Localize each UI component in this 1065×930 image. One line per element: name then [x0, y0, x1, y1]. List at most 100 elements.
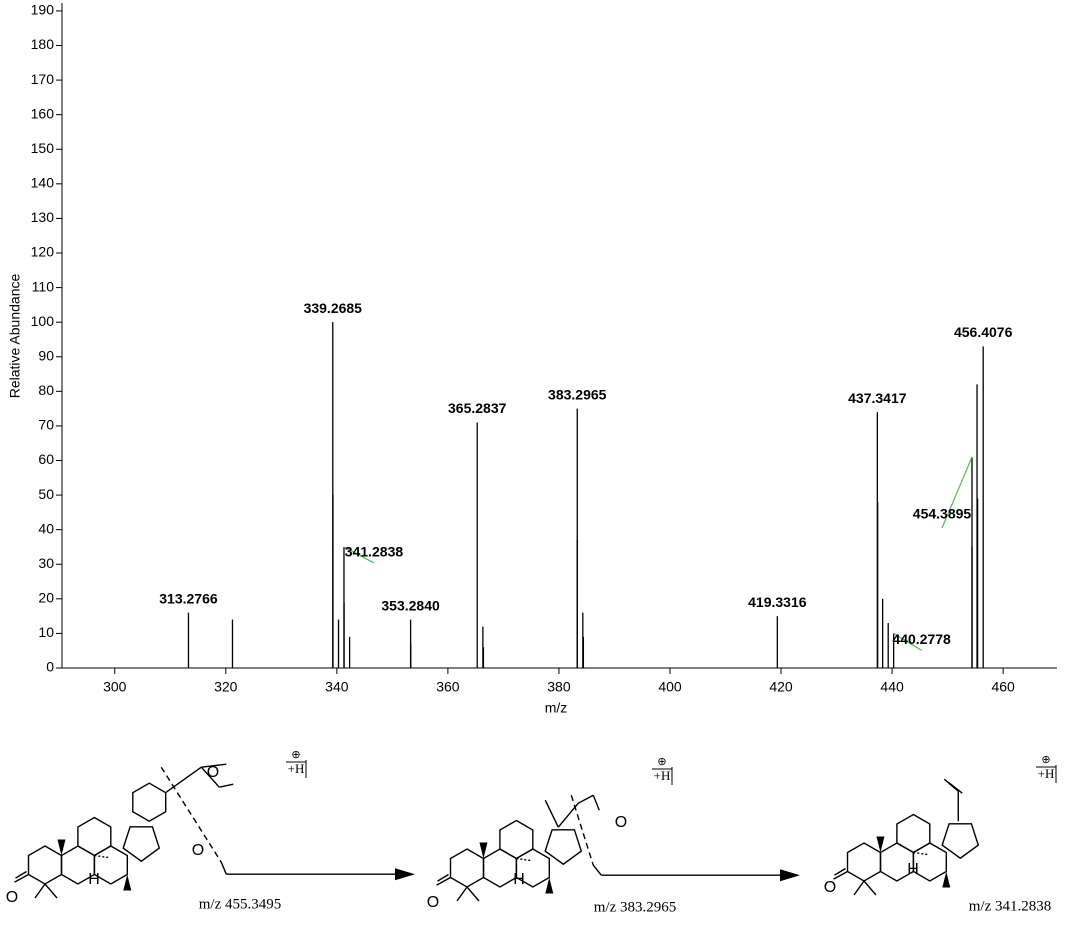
atom-label: O	[615, 814, 627, 831]
bond	[160, 766, 222, 863]
bond	[14, 873, 29, 883]
bond	[15, 870, 27, 879]
wedge	[545, 877, 554, 894]
bond	[516, 857, 531, 862]
structure-caption: m/z 341.2838	[969, 898, 1052, 914]
bond	[437, 873, 449, 882]
ring	[482, 848, 518, 888]
bond	[200, 766, 220, 788]
x-tick-label: 300	[103, 679, 127, 695]
atom-label: O	[6, 889, 18, 906]
arrow-head	[395, 868, 415, 881]
y-tick-label: 130	[31, 209, 55, 225]
bond	[44, 883, 58, 899]
ring	[544, 829, 583, 866]
x-tick-label: 420	[769, 679, 793, 695]
peak-label: 313.2766	[159, 590, 218, 606]
y-tick-label: 180	[31, 36, 55, 52]
peak-label: 437.3417	[848, 390, 907, 406]
structure-caption: m/z 383.2965	[594, 899, 677, 915]
peak-label: 339.2685	[304, 300, 363, 316]
bond	[834, 867, 846, 876]
ring	[122, 826, 161, 863]
atom-label: O	[207, 764, 219, 781]
atom-label: H	[88, 871, 100, 888]
bond	[913, 851, 928, 856]
y-tick-label: 90	[38, 347, 54, 363]
wedge	[479, 842, 488, 859]
bond	[165, 766, 202, 793]
charge-symbol: ⊕	[657, 756, 666, 768]
bond	[833, 870, 848, 880]
x-axis-title: m/z	[545, 700, 568, 716]
y-tick-label: 170	[31, 71, 55, 87]
atom-label: H	[513, 871, 525, 888]
bond	[201, 763, 227, 768]
y-tick-label: 0	[46, 659, 54, 675]
bond	[436, 876, 451, 886]
charge: +H	[288, 761, 305, 776]
leader-line	[941, 456, 973, 529]
bond	[544, 799, 559, 828]
y-tick-label: 30	[38, 555, 54, 571]
bond	[219, 783, 234, 788]
bond	[577, 794, 594, 804]
wedge	[942, 871, 951, 888]
charge-symbol: ⊕	[1041, 754, 1050, 766]
leader-line	[893, 632, 922, 651]
arrow-head	[780, 869, 800, 882]
peak-label: 353.2840	[381, 597, 440, 613]
y-tick-label: 160	[31, 105, 55, 121]
ring	[499, 819, 534, 860]
x-tick-label: 400	[658, 679, 682, 695]
bond	[456, 886, 468, 902]
x-tick-label: 320	[214, 679, 238, 695]
structure-caption: m/z 455.3495	[199, 896, 282, 912]
ring	[941, 823, 980, 860]
ring	[846, 842, 882, 882]
charge: +H	[654, 768, 671, 783]
peak-label: 419.3316	[748, 594, 807, 610]
bond	[947, 781, 963, 794]
y-tick-label: 190	[31, 2, 55, 18]
bond	[94, 854, 109, 859]
y-tick-label: 150	[31, 140, 55, 156]
x-tick-label: 380	[547, 679, 571, 695]
wedge	[876, 836, 885, 853]
y-axis-title: Relative Abundance	[7, 274, 23, 399]
leader-line	[343, 546, 375, 564]
y-tick-label: 20	[38, 590, 54, 606]
ring	[449, 848, 485, 888]
y-tick-label: 70	[38, 417, 54, 433]
wedge	[123, 874, 132, 891]
bond	[220, 861, 227, 875]
x-tick-label: 460	[991, 679, 1015, 695]
y-tick-label: 110	[32, 278, 55, 294]
peak-label: 383.2965	[548, 386, 607, 402]
atom-label: O	[427, 894, 439, 911]
peak-label: 365.2837	[448, 400, 507, 416]
bond	[570, 794, 594, 866]
ring	[77, 816, 112, 857]
y-tick-label: 40	[38, 520, 54, 536]
ring	[132, 782, 167, 823]
atom-label: O	[824, 879, 836, 896]
y-tick-label: 60	[38, 451, 54, 467]
peak-label: 440.2778	[892, 631, 951, 647]
x-tick-label: 440	[880, 679, 904, 695]
y-tick-label: 120	[31, 244, 55, 260]
ring	[27, 845, 63, 885]
y-tick-label: 50	[38, 486, 54, 502]
charge: +H	[1038, 766, 1055, 781]
y-tick-label: 100	[31, 313, 55, 329]
atom-label: H	[907, 861, 919, 878]
bond	[34, 883, 46, 899]
y-tick-label: 140	[31, 175, 55, 191]
x-tick-label: 340	[325, 679, 349, 695]
ring	[896, 813, 931, 854]
bond	[863, 880, 877, 896]
peak-label: 456.4076	[954, 324, 1013, 340]
wedge	[57, 839, 66, 856]
bond	[592, 864, 602, 876]
